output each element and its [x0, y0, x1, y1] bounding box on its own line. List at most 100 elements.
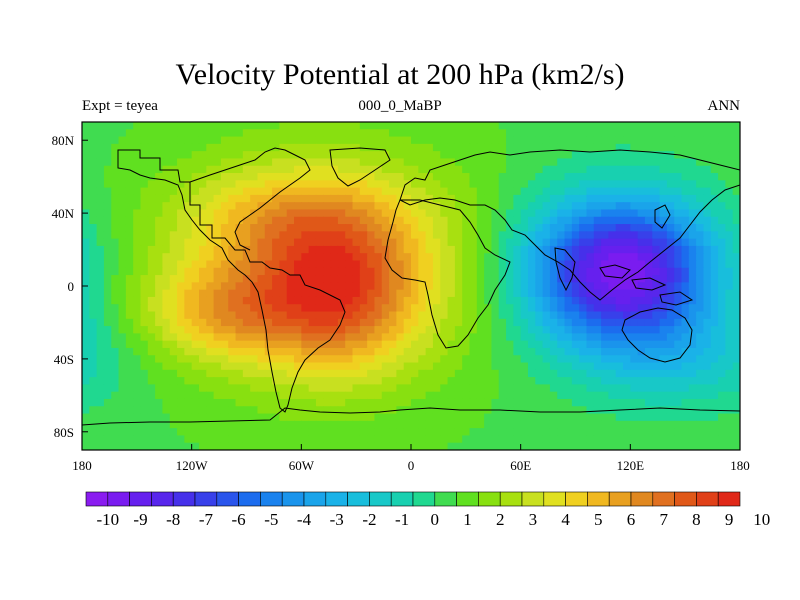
field-cell [235, 398, 244, 407]
field-cell [169, 398, 178, 407]
field-cell [593, 333, 602, 342]
field-cell [498, 282, 507, 291]
field-cell [484, 143, 493, 152]
field-cell [389, 165, 397, 174]
field-cell [323, 318, 332, 327]
field-cell [484, 180, 493, 189]
field-cell [191, 391, 200, 400]
field-cell [381, 260, 390, 269]
field-cell [140, 355, 149, 364]
field-cell [198, 428, 207, 437]
field-cell [323, 238, 332, 247]
field-cell [491, 398, 500, 407]
field-cell [250, 340, 259, 349]
field-cell [586, 377, 595, 385]
field-cell [111, 318, 120, 327]
field-cell [301, 304, 310, 313]
field-cell [220, 180, 229, 189]
field-cell [301, 267, 310, 276]
field-cell [520, 122, 529, 130]
field-cell [447, 129, 456, 138]
field-cell [337, 136, 346, 145]
field-cell [308, 355, 317, 364]
field-cell [484, 122, 493, 130]
field-cell [462, 136, 471, 145]
field-cell [696, 326, 705, 334]
field-cell [177, 355, 185, 364]
field-cell [220, 194, 229, 203]
field-cell [454, 202, 463, 211]
field-cell [411, 369, 419, 378]
field-cell [264, 362, 273, 371]
coastline-japan [654, 204, 671, 229]
field-cell [593, 398, 602, 407]
field-cell [513, 311, 522, 320]
field-cell [264, 151, 273, 160]
field-cell [549, 377, 558, 385]
field-cell [359, 231, 368, 240]
field-cell [294, 340, 302, 349]
field-cell [374, 282, 383, 291]
field-cell [140, 326, 149, 334]
field-cell [177, 362, 185, 371]
field-cell [630, 442, 639, 450]
field-cell [637, 384, 646, 393]
field-cell [96, 435, 105, 444]
field-cell [593, 151, 602, 160]
field-cell [725, 347, 734, 356]
field-cell [315, 187, 324, 196]
field-cell [374, 428, 383, 437]
field-cell [308, 238, 317, 247]
field-cell [301, 238, 310, 247]
colorbar-swatch [390, 491, 414, 507]
field-cell [425, 406, 434, 415]
field-cell [681, 238, 690, 247]
field-cell [198, 435, 207, 444]
field-cell [352, 245, 361, 254]
field-cell [147, 442, 156, 450]
field-cell [272, 187, 280, 196]
field-cell [82, 165, 90, 174]
field-cell [688, 442, 697, 450]
field-cell [403, 406, 412, 415]
field-cell [718, 428, 726, 437]
field-cell [535, 202, 544, 211]
field-cell [272, 355, 280, 364]
field-cell [213, 428, 222, 437]
field-cell [710, 224, 719, 232]
field-cell [294, 355, 302, 364]
field-cell [169, 413, 178, 422]
field-cell [666, 318, 675, 327]
field-cell [89, 209, 98, 218]
field-cell [601, 216, 609, 225]
field-cell [615, 413, 624, 422]
field-cell [125, 296, 134, 305]
field-cell [440, 122, 449, 130]
field-cell [659, 318, 668, 327]
field-cell [498, 151, 507, 160]
colorbar-swatch [412, 491, 436, 507]
field-cell [432, 187, 441, 196]
field-cell [688, 173, 697, 181]
field-cell [549, 282, 558, 291]
field-cell [396, 165, 405, 174]
field-cell [89, 435, 98, 444]
field-cell [206, 253, 215, 262]
field-cell [345, 413, 354, 422]
field-cell [659, 260, 668, 269]
field-cell [710, 231, 719, 240]
field-cell [476, 333, 485, 342]
field-cell [184, 355, 193, 364]
field-cell [440, 377, 449, 385]
field-cell [330, 362, 339, 371]
field-cell [345, 326, 354, 334]
field-cell [111, 442, 120, 450]
field-cell [198, 129, 207, 138]
field-cell [140, 238, 149, 247]
field-cell [272, 194, 280, 203]
field-cell [250, 136, 259, 145]
field-cell [198, 238, 207, 247]
field-cell [220, 369, 229, 378]
field-cell [454, 136, 463, 145]
field-cell [177, 413, 185, 422]
